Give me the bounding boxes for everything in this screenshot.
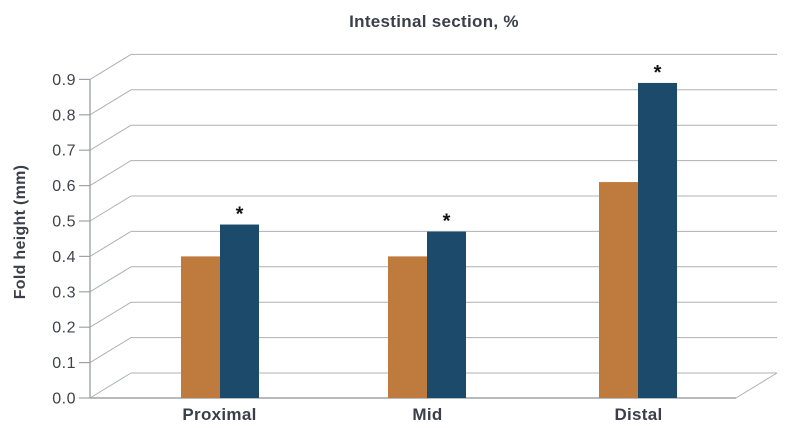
bar-orange-series-mid — [388, 256, 427, 398]
chart-title: Intestinal section, % — [349, 12, 519, 31]
gridline-depth-segment — [89, 160, 132, 187]
bar-navy-series-proximal — [220, 224, 259, 398]
bar-navy-series-mid — [427, 231, 466, 398]
bar-orange-series-proximal — [181, 256, 220, 398]
x-category-label: Proximal — [182, 405, 256, 424]
gridline-depth-segment — [89, 195, 132, 222]
gridline-depth-segment — [89, 89, 132, 116]
gridline-depth-segment — [89, 53, 132, 80]
y-tick-label: 0.0 — [52, 391, 76, 408]
gridline-depth-segment — [89, 372, 132, 399]
bar-navy-series-distal — [638, 82, 677, 398]
gridline-depth-segment — [89, 337, 132, 364]
x-category-label: Distal — [614, 405, 662, 424]
y-tick-label: 0.3 — [52, 284, 76, 301]
floor-depth-edge — [735, 372, 778, 399]
gridline-depth-segment — [89, 266, 132, 293]
gridline-depth-segment — [89, 230, 132, 257]
y-tick-label: 0.7 — [52, 143, 76, 160]
y-tick-label: 0.9 — [52, 72, 76, 89]
y-tick-label: 0.5 — [52, 214, 76, 231]
y-tick-label: 0.8 — [52, 107, 76, 124]
y-tick-label: 0.2 — [52, 320, 76, 337]
y-tick-label: 0.6 — [52, 178, 76, 195]
x-category-label: Mid — [412, 405, 442, 424]
gridline-depth-segment — [89, 301, 132, 328]
gridline-depth-segment — [89, 124, 132, 151]
significance-asterisk: * — [654, 62, 662, 84]
y-tick-label: 0.1 — [52, 355, 76, 372]
bar-orange-series-distal — [599, 182, 638, 398]
significance-asterisk: * — [443, 211, 451, 233]
significance-asterisk: * — [236, 204, 244, 226]
y-tick-label: 0.4 — [52, 249, 76, 266]
